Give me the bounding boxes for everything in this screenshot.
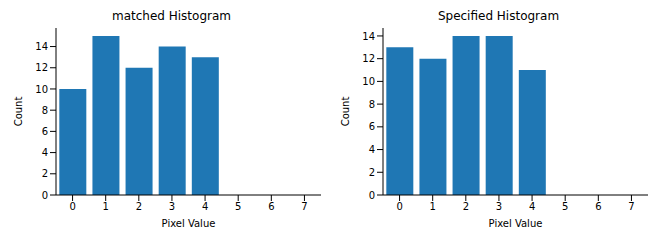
svg-text:0: 0 <box>396 201 402 212</box>
svg-text:10: 10 <box>35 84 48 95</box>
html-text:matched Histogram: matched Histogram <box>112 9 231 23</box>
svg-text:0: 0 <box>42 190 48 201</box>
svg-text:8: 8 <box>369 99 375 110</box>
svg-text:6: 6 <box>369 121 375 132</box>
svg-text:3: 3 <box>496 201 502 212</box>
svg-text:6: 6 <box>42 126 48 137</box>
svg-text:2: 2 <box>463 201 469 212</box>
svg-text:12: 12 <box>362 53 375 64</box>
html-text:Specified Histogram: Specified Histogram <box>437 9 560 23</box>
svg-text:5: 5 <box>235 201 241 212</box>
svg-text:4: 4 <box>369 144 375 155</box>
svg-text:14: 14 <box>35 41 48 52</box>
svg-text:7: 7 <box>301 201 307 212</box>
svg-text:2: 2 <box>369 167 375 178</box>
svg-text:14: 14 <box>362 31 375 42</box>
svg-text:10: 10 <box>362 76 375 87</box>
svg-text:12: 12 <box>35 62 48 73</box>
svg-text:6: 6 <box>268 201 274 212</box>
svg-text:2: 2 <box>42 168 48 179</box>
svg-text:0: 0 <box>369 190 375 201</box>
svg-text:0: 0 <box>69 201 75 212</box>
svg-text:Count: Count <box>13 97 24 127</box>
svg-text:4: 4 <box>529 201 535 212</box>
svg-text:7: 7 <box>628 201 634 212</box>
svg-text:Pixel Value: Pixel Value <box>162 218 216 229</box>
svg-text:6: 6 <box>595 201 601 212</box>
svg-text:4: 4 <box>202 201 208 212</box>
svg-text:8: 8 <box>42 105 48 116</box>
svg-text:Count: Count <box>340 97 351 127</box>
svg-text:5: 5 <box>562 201 568 212</box>
svg-text:1: 1 <box>430 201 436 212</box>
svg-text:3: 3 <box>169 201 175 212</box>
svg-text:4: 4 <box>42 147 48 158</box>
svg-text:1: 1 <box>103 201 109 212</box>
svg-text:2: 2 <box>136 201 142 212</box>
svg-text:Pixel Value: Pixel Value <box>489 218 543 229</box>
